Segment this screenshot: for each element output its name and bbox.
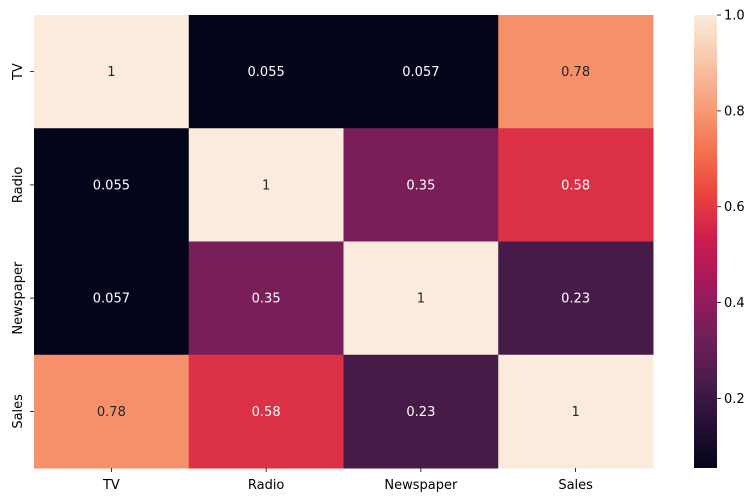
colorbar: 0.2 0.4 0.6 0.8 1.0 xyxy=(694,9,745,468)
cell-annotation: 0.35 xyxy=(406,178,435,193)
colorbar-tick-label: 1.0 xyxy=(724,9,745,24)
y-axis: TV Radio Newspaper Sales xyxy=(11,63,34,429)
heatmap-cell xyxy=(343,15,499,129)
heatmap-cell xyxy=(498,15,654,129)
cell-annotation: 1 xyxy=(262,178,270,193)
cell-annotation: 1 xyxy=(417,292,425,307)
heatmap-cell xyxy=(343,354,499,469)
cell-annotation: 1 xyxy=(571,405,579,420)
cell-annotation: 0.58 xyxy=(252,405,281,420)
colorbar-tick-label: 0.4 xyxy=(724,296,745,311)
x-tick-label: Sales xyxy=(558,478,593,493)
y-tick-label: Radio xyxy=(11,167,26,204)
heatmap-cell xyxy=(188,15,344,129)
cell-annotation: 0.057 xyxy=(402,65,439,80)
heatmap-cell xyxy=(188,241,344,356)
colorbar-tick-label: 0.6 xyxy=(724,200,745,215)
y-tick-label: Newspaper xyxy=(11,261,26,335)
heatmap-cell xyxy=(498,354,654,469)
y-tick-label: Sales xyxy=(11,394,26,429)
heatmap-cell xyxy=(34,128,190,242)
cell-annotation: 0.78 xyxy=(97,405,126,420)
cell-annotation: 0.78 xyxy=(561,65,590,80)
colorbar-gradient xyxy=(694,15,717,468)
y-tick-label: TV xyxy=(11,63,26,81)
heatmap-cell xyxy=(343,128,499,242)
colorbar-tick-label: 0.2 xyxy=(724,392,745,407)
cell-annotation: 0.055 xyxy=(248,65,285,80)
heatmap-cell xyxy=(343,241,499,356)
cell-annotation: 0.23 xyxy=(561,292,590,307)
cell-annotation: 1 xyxy=(107,65,115,80)
x-tick-label: Radio xyxy=(248,478,285,493)
colorbar-tick-label: 0.8 xyxy=(724,104,745,119)
cell-annotation: 0.057 xyxy=(93,292,130,307)
x-tick-label: TV xyxy=(102,478,120,493)
heatmap-cell xyxy=(34,15,190,129)
heatmap-cell xyxy=(498,241,654,356)
cell-annotation: 0.055 xyxy=(93,178,130,193)
heatmap-cell xyxy=(34,241,190,356)
heatmap-cell xyxy=(188,354,344,469)
heatmap-cell xyxy=(188,128,344,242)
cell-annotation: 0.58 xyxy=(561,178,590,193)
x-axis: TV Radio Newspaper Sales xyxy=(102,468,593,493)
heatmap-cell xyxy=(34,354,190,469)
heatmap-cells xyxy=(34,15,654,469)
cell-annotation: 0.23 xyxy=(406,405,435,420)
cell-annotations: 1 0.055 0.057 0.78 0.055 1 0.35 0.58 0.057 0.35 1 0… xyxy=(93,65,590,420)
x-tick-label: Newspaper xyxy=(384,478,458,493)
heatmap-cell xyxy=(498,128,654,242)
cell-annotation: 0.35 xyxy=(252,292,281,307)
